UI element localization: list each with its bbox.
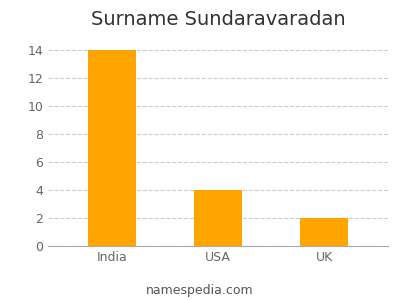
- Bar: [300, 218, 348, 246]
- Bar: [194, 190, 242, 246]
- Title: Surname Sundaravaradan: Surname Sundaravaradan: [91, 10, 345, 29]
- Text: namespedia.com: namespedia.com: [146, 284, 254, 297]
- Bar: [88, 50, 136, 246]
